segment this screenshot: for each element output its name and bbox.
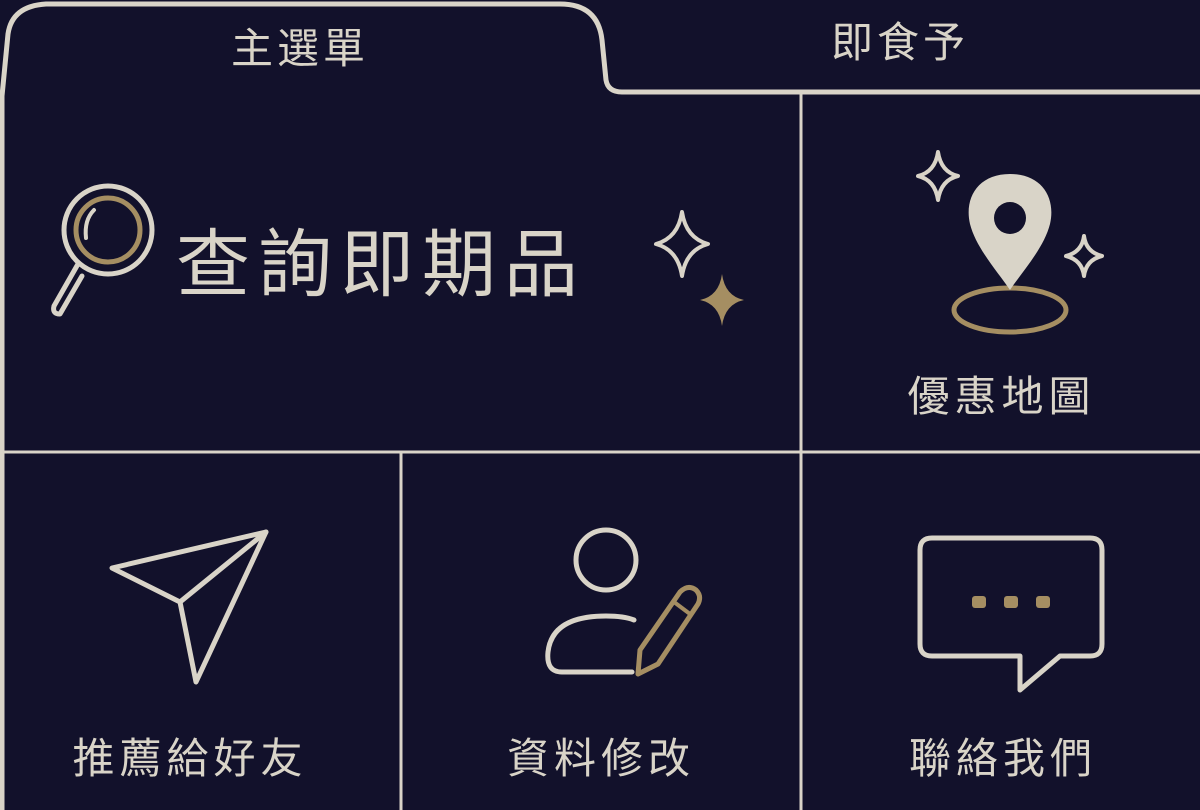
search-expiring-label: 查詢即期品 bbox=[176, 222, 586, 308]
sparkle-icon bbox=[652, 208, 752, 332]
tab-main-menu-label: 主選單 bbox=[230, 24, 369, 73]
profile-edit-label: 資料修改 bbox=[506, 734, 695, 783]
tab-brand-label: 即食予 bbox=[830, 18, 969, 67]
user-edit-icon bbox=[540, 524, 710, 684]
paper-plane-icon bbox=[104, 522, 274, 692]
chat-bubble-icon bbox=[916, 534, 1108, 698]
recommend-friends-label: 推薦給好友 bbox=[72, 734, 308, 783]
tab-brand[interactable]: 即食予 bbox=[610, 0, 1200, 90]
location-pin-icon bbox=[908, 148, 1108, 338]
magnifier-icon bbox=[44, 180, 164, 320]
tab-main-menu[interactable]: 主選單 bbox=[8, 6, 600, 92]
contact-us-label: 聯絡我們 bbox=[908, 734, 1097, 783]
discount-map-label: 優惠地圖 bbox=[907, 372, 1096, 421]
